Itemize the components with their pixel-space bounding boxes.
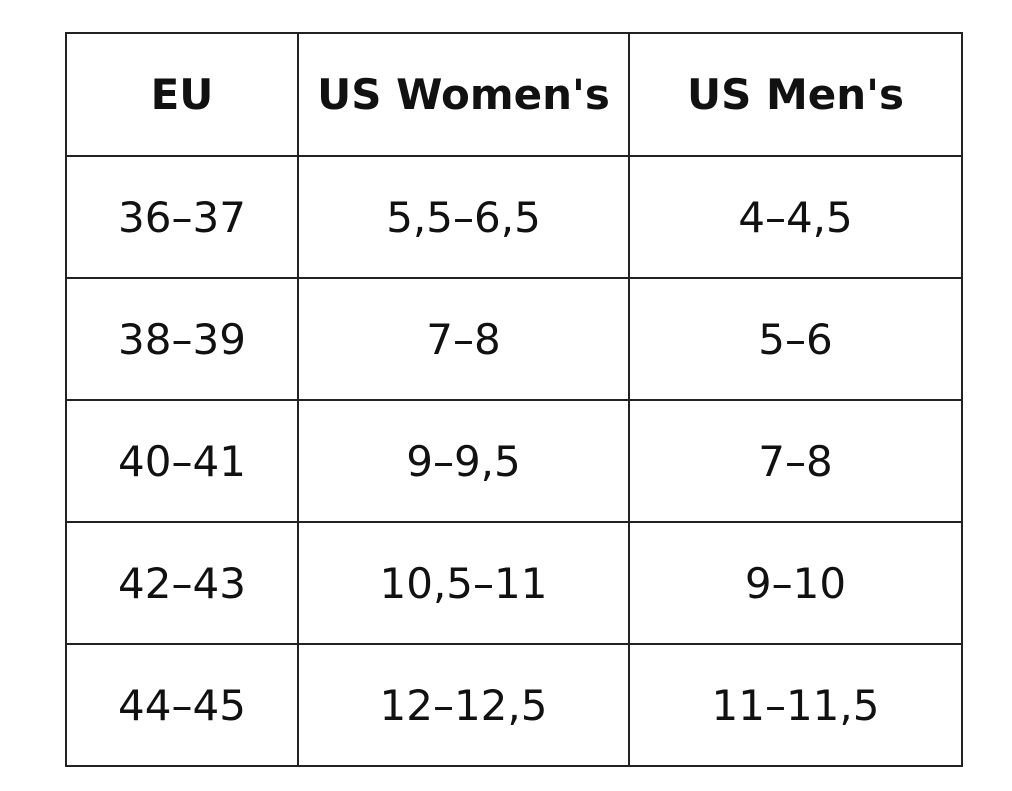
table-cell: 9–9,5 xyxy=(297,399,630,523)
table-cell: 7–8 xyxy=(297,277,630,401)
table-cell: 4–4,5 xyxy=(628,155,963,279)
table-cell: 9–10 xyxy=(628,521,963,645)
size-table: EU US Women's US Men's 36–37 5,5–6,5 4–4,5 38… xyxy=(65,32,963,767)
table-cell: 36–37 xyxy=(65,155,299,279)
table-row: 36–37 5,5–6,5 4–4,5 xyxy=(65,155,963,279)
header-cell: US Women's xyxy=(297,32,630,157)
header-row: EU US Women's US Men's xyxy=(65,32,963,157)
table-cell: 11–11,5 xyxy=(628,643,963,767)
header-cell: US Men's xyxy=(628,32,963,157)
table-cell: 10,5–11 xyxy=(297,521,630,645)
table-cell: 12–12,5 xyxy=(297,643,630,767)
header-cell: EU xyxy=(65,32,299,157)
table-cell: 7–8 xyxy=(628,399,963,523)
table-row: 40–41 9–9,5 7–8 xyxy=(65,399,963,523)
table-body: 36–37 5,5–6,5 4–4,5 38–39 7–8 5–6 40–41 9–9,5 7–… xyxy=(65,155,963,767)
table-row: 44–45 12–12,5 11–11,5 xyxy=(65,643,963,767)
table-cell: 44–45 xyxy=(65,643,299,767)
table-row: 42–43 10,5–11 9–10 xyxy=(65,521,963,645)
table-cell: 5–6 xyxy=(628,277,963,401)
table-row: 38–39 7–8 5–6 xyxy=(65,277,963,401)
table-cell: 5,5–6,5 xyxy=(297,155,630,279)
table-cell: 40–41 xyxy=(65,399,299,523)
table-cell: 42–43 xyxy=(65,521,299,645)
table-cell: 38–39 xyxy=(65,277,299,401)
